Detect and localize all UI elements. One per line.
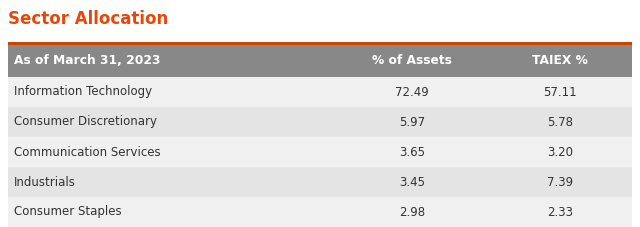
Text: Industrials: Industrials <box>14 175 76 188</box>
Text: Consumer Staples: Consumer Staples <box>14 205 122 219</box>
Text: 3.65: 3.65 <box>399 146 425 158</box>
Text: 57.11: 57.11 <box>543 86 577 99</box>
Text: Sector Allocation: Sector Allocation <box>8 10 168 28</box>
Text: Communication Services: Communication Services <box>14 146 161 158</box>
Text: 5.97: 5.97 <box>399 116 425 128</box>
Text: Consumer Discretionary: Consumer Discretionary <box>14 116 157 128</box>
Text: 3.20: 3.20 <box>547 146 573 158</box>
Text: 2.33: 2.33 <box>547 205 573 219</box>
Text: Information Technology: Information Technology <box>14 86 152 99</box>
Text: 5.78: 5.78 <box>547 116 573 128</box>
Text: % of Assets: % of Assets <box>372 54 452 67</box>
Text: 7.39: 7.39 <box>547 175 573 188</box>
Text: 72.49: 72.49 <box>395 86 429 99</box>
Text: TAIEX %: TAIEX % <box>532 54 588 67</box>
Text: 3.45: 3.45 <box>399 175 425 188</box>
Text: 2.98: 2.98 <box>399 205 425 219</box>
Text: As of March 31, 2023: As of March 31, 2023 <box>14 54 161 67</box>
